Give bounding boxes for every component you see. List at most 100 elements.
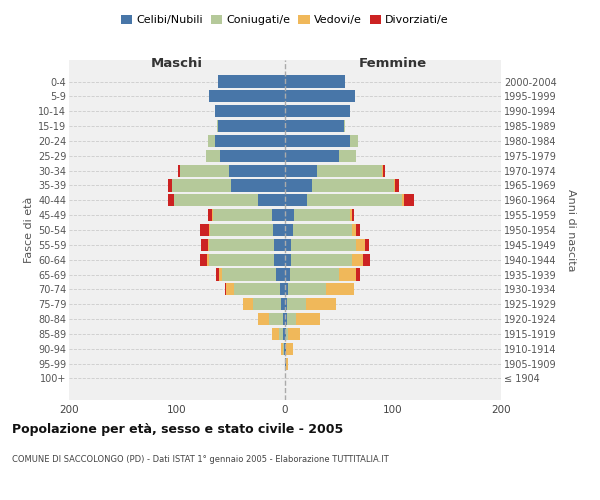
Bar [274,254,285,266]
Bar [169,180,172,192]
Bar [339,150,356,162]
Bar [219,268,223,280]
Bar [172,180,231,192]
Text: Maschi: Maschi [151,56,203,70]
Bar [283,328,285,340]
Bar [285,224,293,236]
Bar [363,254,370,266]
Y-axis label: Fasce di età: Fasce di età [23,197,34,263]
Bar [401,194,404,206]
Bar [352,209,354,221]
Bar [207,254,209,266]
Bar [383,164,385,176]
Bar [208,135,215,147]
Bar [280,284,285,296]
Bar [288,328,300,340]
Bar [200,224,209,236]
Bar [290,268,339,280]
Text: Popolazione per età, sesso e stato civile - 2005: Popolazione per età, sesso e stato civil… [12,422,343,436]
Bar [285,135,350,147]
Bar [229,164,285,176]
Bar [285,209,293,221]
Bar [220,150,285,162]
Bar [272,328,278,340]
Bar [285,76,346,88]
Bar [273,224,285,236]
Bar [216,268,219,280]
Bar [352,254,363,266]
Bar [285,150,339,162]
Bar [206,150,220,162]
Bar [201,239,208,251]
Bar [285,120,344,132]
Bar [169,194,174,206]
Bar [243,298,253,310]
Bar [365,239,369,251]
Bar [350,209,352,221]
Bar [253,298,281,310]
Bar [285,239,292,251]
Bar [215,135,285,147]
Bar [285,313,287,325]
Bar [352,224,356,236]
Bar [285,284,288,296]
Bar [293,209,350,221]
Bar [208,209,212,221]
Bar [215,105,285,118]
Bar [208,239,209,251]
Bar [285,342,286,355]
Bar [286,342,293,355]
Bar [287,298,305,310]
Bar [287,313,296,325]
Bar [223,268,277,280]
Bar [339,268,356,280]
Bar [285,180,312,192]
Bar [286,358,288,370]
Bar [285,298,287,310]
Bar [217,120,218,132]
Bar [209,254,274,266]
Bar [224,284,226,296]
Bar [283,313,285,325]
Text: Femmine: Femmine [359,56,427,70]
Bar [356,268,359,280]
Bar [307,194,401,206]
Bar [209,224,211,236]
Bar [226,284,234,296]
Bar [292,239,356,251]
Bar [317,164,382,176]
Bar [234,284,280,296]
Text: COMUNE DI SACCOLONGO (PD) - Dati ISTAT 1° gennaio 2005 - Elaborazione TUTTITALIA: COMUNE DI SACCOLONGO (PD) - Dati ISTAT 1… [12,455,389,464]
Bar [209,90,285,102]
Bar [178,164,180,176]
Bar [285,194,307,206]
Bar [285,328,286,340]
Bar [285,358,286,370]
Bar [292,254,352,266]
Bar [272,209,285,221]
Bar [285,254,292,266]
Bar [285,105,350,118]
Bar [285,90,355,102]
Bar [285,164,317,176]
Bar [286,328,288,340]
Legend: Celibi/Nubili, Coniugati/e, Vedovi/e, Divorziati/e: Celibi/Nubili, Coniugati/e, Vedovi/e, Di… [117,10,453,30]
Bar [281,342,283,355]
Bar [278,328,283,340]
Bar [395,180,400,192]
Bar [285,268,290,280]
Bar [394,180,395,192]
Bar [231,180,285,192]
Bar [174,194,258,206]
Bar [209,239,274,251]
Y-axis label: Anni di nascita: Anni di nascita [566,188,576,271]
Bar [356,224,359,236]
Bar [218,120,285,132]
Bar [284,342,285,355]
Bar [281,298,285,310]
Bar [344,120,346,132]
Bar [293,224,352,236]
Bar [211,224,273,236]
Bar [356,239,365,251]
Bar [212,209,272,221]
